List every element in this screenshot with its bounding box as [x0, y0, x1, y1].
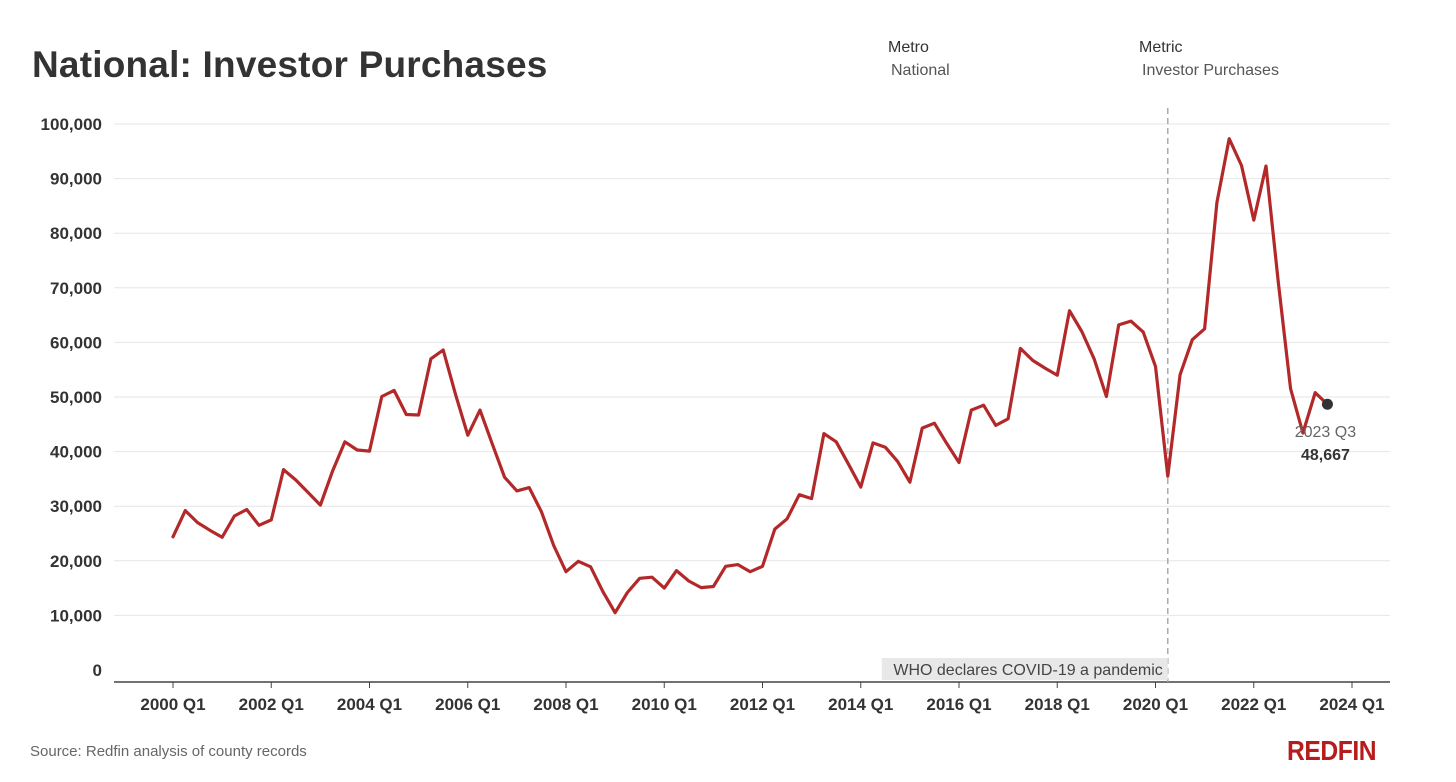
- chart-title: National: Investor Purchases: [32, 44, 548, 85]
- metric-filter-value[interactable]: Investor Purchases: [1142, 62, 1279, 79]
- metro-filter-label: Metro: [888, 39, 929, 56]
- metric-filter[interactable]: Metric Investor Purchases: [1139, 36, 1279, 82]
- y-tick-label: 0: [93, 661, 102, 680]
- x-tick-label: 2014 Q1: [828, 695, 893, 714]
- y-tick-label: 100,000: [41, 115, 102, 134]
- x-tick-label: 2000 Q1: [140, 695, 205, 714]
- x-tick-label: 2008 Q1: [533, 695, 598, 714]
- source-note: Source: Redfin analysis of county record…: [30, 743, 307, 760]
- y-tick-label: 60,000: [50, 333, 102, 352]
- x-tick-label: 2010 Q1: [632, 695, 697, 714]
- y-tick-label: 80,000: [50, 224, 102, 243]
- latest-point-marker: [1321, 398, 1333, 410]
- latest-point-value-label: 48,667: [1301, 447, 1350, 464]
- x-tick-label: 2018 Q1: [1025, 695, 1090, 714]
- x-tick-label: 2006 Q1: [435, 695, 500, 714]
- x-tick-label: 2022 Q1: [1221, 695, 1286, 714]
- metro-filter-value[interactable]: National: [891, 62, 950, 79]
- metro-filter[interactable]: Metro National: [888, 36, 950, 82]
- series-line-investor-purchases: [171, 137, 1330, 615]
- x-tick-label: 2002 Q1: [239, 695, 304, 714]
- x-tick-label: 2024 Q1: [1319, 695, 1384, 714]
- x-tick-label: 2004 Q1: [337, 695, 402, 714]
- y-tick-label: 90,000: [50, 170, 102, 189]
- x-tick-label: 2012 Q1: [730, 695, 795, 714]
- latest-point-date-label: 2023 Q3: [1295, 424, 1356, 441]
- y-tick-label: 50,000: [50, 388, 102, 407]
- y-tick-label: 40,000: [50, 443, 102, 462]
- metric-filter-label: Metric: [1139, 39, 1183, 56]
- y-tick-label: 20,000: [50, 552, 102, 571]
- x-tick-label: 2020 Q1: [1123, 695, 1188, 714]
- redfin-logo: REDFIN: [1287, 735, 1377, 766]
- y-tick-label: 70,000: [50, 279, 102, 298]
- covid-annotation-box: [881, 658, 1168, 680]
- y-tick-label: 10,000: [50, 606, 102, 625]
- covid-annotation-label: WHO declares COVID-19 a pandemic: [893, 662, 1162, 679]
- y-tick-label: 30,000: [50, 497, 102, 516]
- x-tick-label: 2016 Q1: [926, 695, 991, 714]
